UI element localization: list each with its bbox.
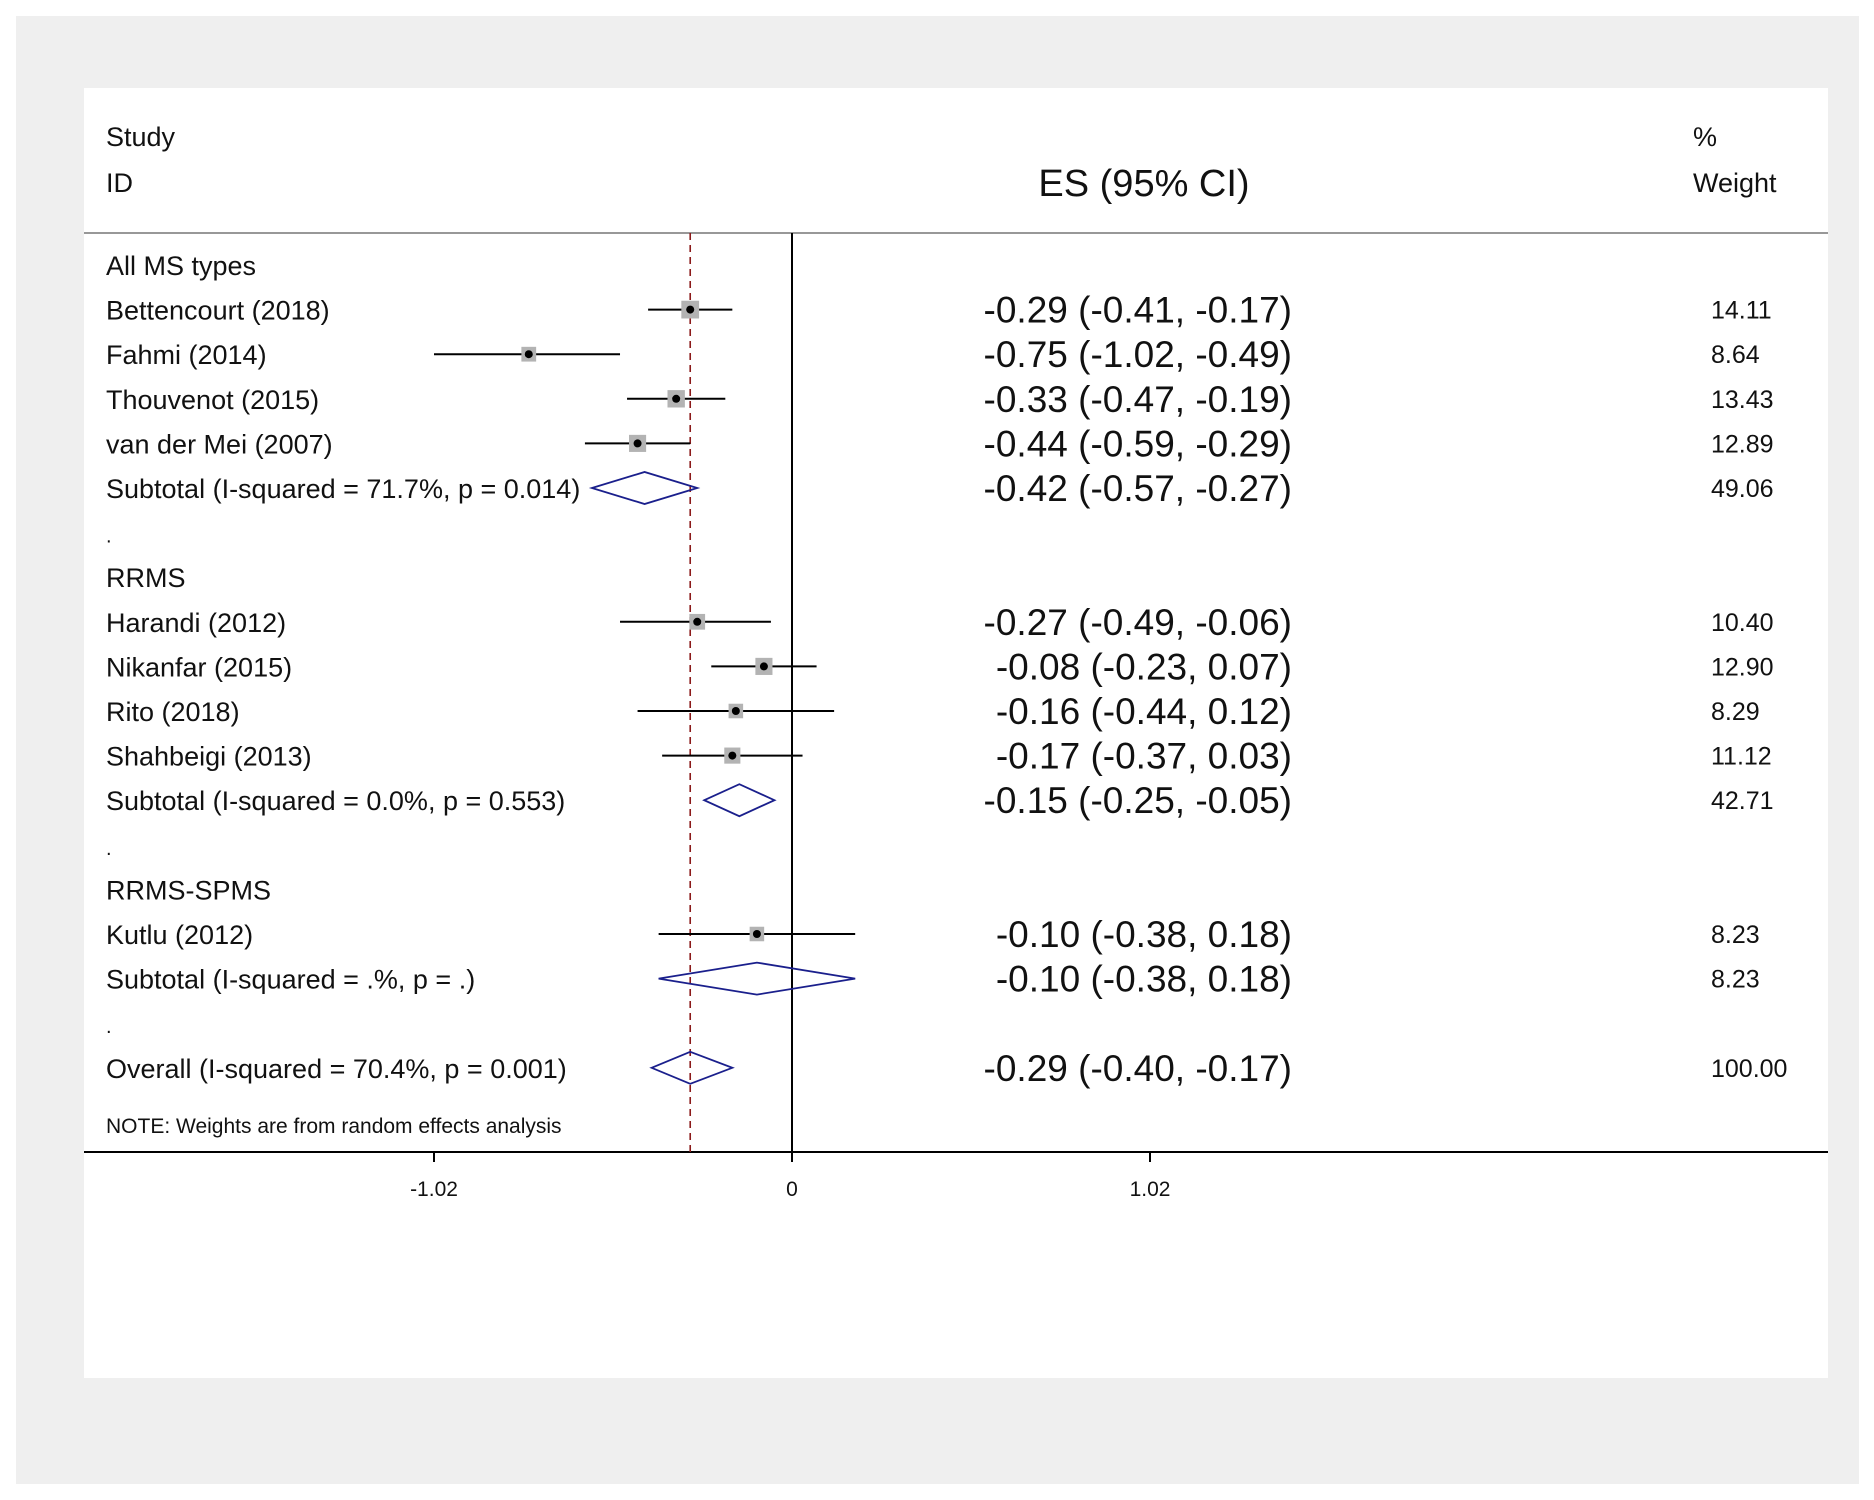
spacer-label: . xyxy=(106,526,112,548)
weight-value: 8.64 xyxy=(1711,341,1760,369)
effect-size-ci-text: -0.42 (-0.57, -0.27) xyxy=(984,468,1292,509)
subtotal-diamond xyxy=(658,961,856,996)
study-label: Bettencourt (2018) xyxy=(106,296,330,326)
figure-background: Study ID ES (95% CI) % Weight NOTE: Weig… xyxy=(16,16,1859,1484)
point-estimate xyxy=(693,617,702,626)
study-header-line2: ID xyxy=(106,168,133,198)
weight-value: 10.40 xyxy=(1711,609,1774,637)
effect-size-ci-text: -0.08 (-0.23, 0.07) xyxy=(996,646,1292,687)
effect-size-ci-text: -0.27 (-0.49, -0.06) xyxy=(984,602,1292,643)
effect-size-ci-text: -0.17 (-0.37, 0.03) xyxy=(996,736,1292,777)
point-estimate xyxy=(633,439,642,448)
subtotal-diamond xyxy=(702,783,777,818)
effect-size-ci-text: -0.29 (-0.41, -0.17) xyxy=(984,290,1292,331)
note-text: NOTE: Weights are from random effects an… xyxy=(106,1115,562,1138)
study-label: Thouvenot (2015) xyxy=(106,385,319,415)
overall-diamond xyxy=(649,1050,735,1085)
point-estimate xyxy=(524,350,533,359)
subtotal-diamond xyxy=(588,471,701,505)
subtotal-label: Subtotal (I-squared = 0.0%, p = 0.553) xyxy=(106,786,565,816)
overall-label: Overall (I-squared = 70.4%, p = 0.001) xyxy=(106,1054,567,1084)
study-label: Shahbeigi (2013) xyxy=(106,742,312,772)
study-label: Nikanfar (2015) xyxy=(106,652,292,682)
weight-header-line1: % xyxy=(1693,122,1717,152)
subtotal-label: Subtotal (I-squared = .%, p = .) xyxy=(106,965,475,995)
study-label: Fahmi (2014) xyxy=(106,340,267,370)
x-tick-label: 0 xyxy=(786,1178,798,1201)
weight-header-line2: Weight xyxy=(1693,168,1777,198)
effect-size-ci-text: -0.10 (-0.38, 0.18) xyxy=(996,914,1292,955)
weight-value: 8.23 xyxy=(1711,966,1760,994)
point-estimate xyxy=(752,930,761,938)
effect-size-ci-text: -0.16 (-0.44, 0.12) xyxy=(996,691,1292,732)
point-estimate xyxy=(672,394,681,403)
effect-size-ci-text: -0.15 (-0.25, -0.05) xyxy=(984,780,1292,821)
point-estimate xyxy=(728,751,737,760)
forest-plot-panel: Study ID ES (95% CI) % Weight NOTE: Weig… xyxy=(84,88,1828,1378)
weight-value: 11.12 xyxy=(1711,743,1772,771)
study-label: Kutlu (2012) xyxy=(106,920,253,950)
x-tick-label: 1.02 xyxy=(1130,1178,1171,1201)
subtotal-label: Subtotal (I-squared = 71.7%, p = 0.014) xyxy=(106,474,580,504)
effect-size-ci-text: -0.33 (-0.47, -0.19) xyxy=(984,379,1292,420)
group-label: RRMS xyxy=(106,563,186,593)
effect-size-ci-text: -0.29 (-0.40, -0.17) xyxy=(984,1048,1292,1089)
es-header: ES (95% CI) xyxy=(1038,163,1249,205)
study-header-line1: Study xyxy=(106,122,176,152)
effect-size-ci-text: -0.44 (-0.59, -0.29) xyxy=(984,423,1292,464)
x-tick-label: -1.02 xyxy=(410,1178,458,1201)
weight-value: 49.06 xyxy=(1711,475,1774,503)
point-estimate xyxy=(731,707,740,715)
weight-value: 13.43 xyxy=(1711,386,1774,414)
weight-value: 12.89 xyxy=(1711,430,1774,458)
weight-value: 100.00 xyxy=(1711,1055,1787,1083)
weight-value: 12.90 xyxy=(1711,653,1774,681)
study-label: van der Mei (2007) xyxy=(106,429,333,459)
group-label: RRMS-SPMS xyxy=(106,875,271,905)
forest-plot: Study ID ES (95% CI) % Weight NOTE: Weig… xyxy=(84,122,1828,1201)
weight-value: 42.71 xyxy=(1711,787,1774,815)
weight-value: 8.29 xyxy=(1711,698,1760,726)
weight-value: 8.23 xyxy=(1711,921,1760,949)
point-estimate xyxy=(686,305,695,314)
study-label: Rito (2018) xyxy=(106,697,240,727)
point-estimate xyxy=(759,662,768,671)
weight-value: 14.11 xyxy=(1711,297,1772,325)
effect-size-ci-text: -0.10 (-0.38, 0.18) xyxy=(996,959,1292,1000)
group-label: All MS types xyxy=(106,251,256,281)
effect-size-ci-text: -0.75 (-1.02, -0.49) xyxy=(984,334,1292,375)
study-label: Harandi (2012) xyxy=(106,608,286,638)
spacer-label: . xyxy=(106,838,112,860)
spacer-label: . xyxy=(106,1016,112,1038)
